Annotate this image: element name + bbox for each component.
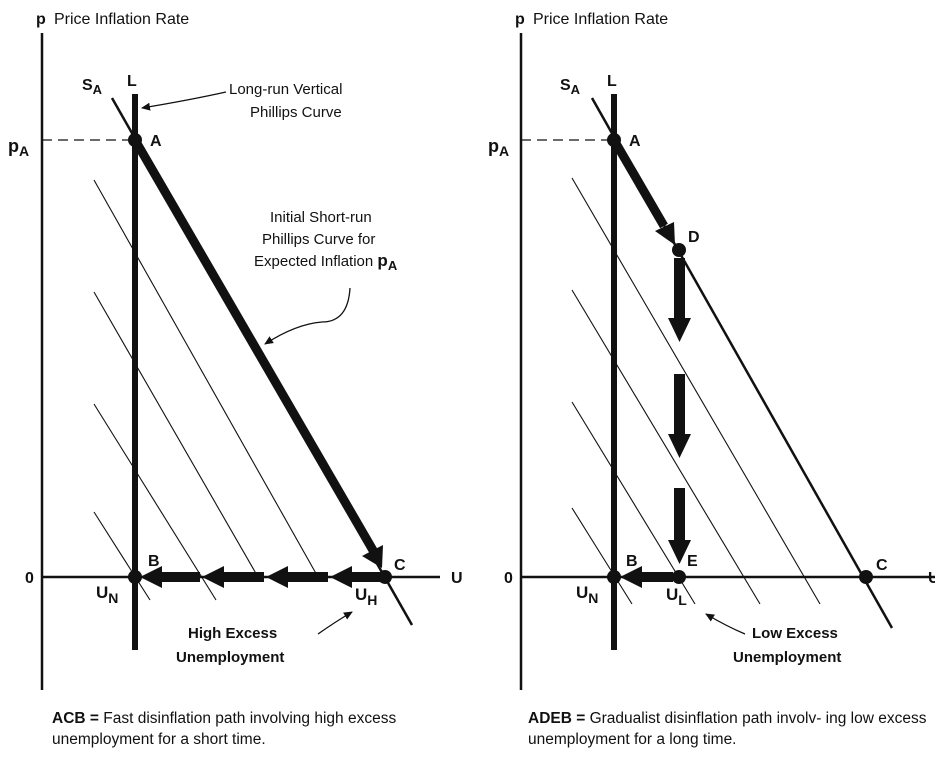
right-UL-label: UL: [666, 585, 687, 608]
right-SA-label: SA: [560, 77, 581, 97]
left-y-axis-label: Price Inflation Rate: [54, 11, 189, 28]
right-path-D-to-E: [668, 258, 691, 564]
left-path-A-to-C: [131, 137, 378, 555]
left-point-B-label: B: [148, 553, 160, 570]
right-UN-label: UN: [576, 583, 598, 606]
right-point-D: [672, 243, 686, 257]
left-origin-label: 0: [25, 570, 34, 587]
right-point-D-label: D: [688, 229, 700, 246]
right-excess-note-pointer: [705, 613, 746, 635]
right-path-A-to-D-arrowhead: [655, 222, 675, 245]
right-excess-note-line2: Unemployment: [733, 649, 841, 666]
left-point-A-label: A: [150, 133, 162, 150]
left-caption-text: Fast disinflation path involving high ex…: [52, 710, 397, 748]
right-caption: ADEB = Gradualist disinflation path invo…: [528, 708, 933, 750]
left-panel: p Price Inflation Rate U 0 pA L SA: [8, 11, 463, 690]
right-point-E-label: E: [687, 553, 698, 570]
right-point-A-label: A: [629, 133, 641, 150]
right-L-label: L: [607, 73, 617, 90]
left-point-A: [128, 133, 142, 147]
right-point-C: [859, 570, 873, 584]
left-short-run-note-pointer: [264, 287, 351, 345]
right-path-E-to-B: [620, 566, 673, 588]
left-long-run-note-pointer: [141, 91, 227, 111]
left-path-A-to-C-arrowhead: [362, 545, 383, 568]
left-x-axis-symbol: U: [451, 570, 463, 587]
left-short-run-note-line3: Expected Inflation pA: [254, 251, 398, 273]
right-path-A-to-D: [610, 137, 668, 229]
left-UH-label: UH: [355, 585, 377, 608]
left-caption: ACB = Fast disinflation path involving h…: [52, 708, 472, 750]
left-SA-label: SA: [82, 77, 103, 97]
left-long-run-note-line2: Phillips Curve: [250, 104, 342, 121]
left-short-run-note-line1: Initial Short-run: [270, 209, 372, 226]
right-point-B-label: B: [626, 553, 638, 570]
right-panel: p Price Inflation Rate U 0 pA L SA: [488, 11, 935, 690]
right-point-E: [672, 570, 686, 584]
left-excess-note-pointer: [317, 611, 353, 635]
left-caption-key: ACB =: [52, 710, 99, 727]
left-short-run-note-line2: Phillips Curve for: [262, 231, 375, 248]
left-UN-label: UN: [96, 583, 118, 606]
right-x-axis-symbol: U: [928, 570, 935, 587]
right-point-C-label: C: [876, 557, 888, 574]
left-short-run-hatch-lines: [93, 179, 319, 601]
right-caption-key: ADEB =: [528, 710, 586, 727]
left-L-label: L: [127, 73, 137, 90]
left-point-C-label: C: [394, 557, 406, 574]
left-point-C: [378, 570, 392, 584]
left-y-axis-symbol: p: [36, 11, 46, 28]
left-excess-note-line1: High Excess: [188, 625, 277, 642]
right-pA-label: pA: [488, 136, 509, 159]
left-pA-label: pA: [8, 136, 29, 159]
left-point-B: [128, 570, 142, 584]
right-point-A: [607, 133, 621, 147]
right-y-axis-label: Price Inflation Rate: [533, 11, 668, 28]
left-long-run-note-line1: Long-run Vertical: [229, 81, 342, 98]
left-path-C-to-B: [140, 566, 380, 588]
right-caption-text: Gradualist disinflation path involv- ing…: [528, 710, 927, 748]
right-point-B: [607, 570, 621, 584]
right-origin-label: 0: [504, 570, 513, 587]
left-excess-note-line2: Unemployment: [176, 649, 284, 666]
right-y-axis-symbol: p: [515, 11, 525, 28]
right-excess-note-line1: Low Excess: [752, 625, 838, 642]
